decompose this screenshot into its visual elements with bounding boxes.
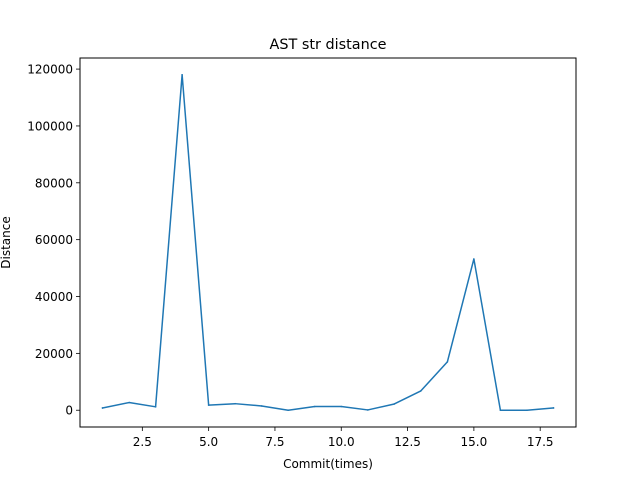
plot-layer (101, 73, 555, 412)
data-point (313, 405, 316, 408)
data-point (473, 258, 475, 260)
series-line-0 (101, 74, 555, 411)
x-tick-label: 7.5 (265, 435, 284, 449)
y-tick-label: 40000 (35, 290, 73, 304)
x-tick-label: 12.5 (394, 435, 421, 449)
data-point (128, 401, 130, 404)
data-point (552, 407, 555, 409)
x-tick-label: 10.0 (328, 435, 355, 449)
data-point (287, 409, 290, 412)
x-axis-label: Commit(times) (283, 457, 373, 471)
y-axis-ticks: 0 20000 40000 60000 80000 100000 120000 (27, 63, 80, 418)
data-point (181, 73, 183, 76)
x-tick-label: 17.5 (527, 435, 554, 449)
data-point (260, 405, 263, 407)
y-tick-label: 60000 (35, 233, 73, 247)
y-axis-label: Distance (0, 216, 13, 268)
y-tick-label: 120000 (27, 63, 73, 77)
data-point (340, 405, 343, 408)
x-axis-ticks: 2.5 5.0 7.5 10.0 12.5 15.0 17.5 (133, 427, 554, 449)
y-tick-label: 100000 (27, 119, 73, 133)
data-point (420, 390, 422, 392)
x-tick-label: 2.5 (133, 435, 152, 449)
data-point (366, 409, 369, 411)
data-point (499, 409, 502, 412)
data-point (446, 361, 449, 363)
y-tick-label: 0 (65, 404, 73, 418)
data-point (154, 406, 157, 408)
data-point (207, 404, 210, 406)
data-point (526, 409, 528, 412)
y-tick-label: 20000 (35, 347, 73, 361)
axes-frame (79, 57, 577, 428)
x-tick-label: 5.0 (199, 435, 218, 449)
x-tick-label: 15.0 (461, 435, 488, 449)
data-point (101, 407, 104, 409)
data-point (234, 402, 236, 405)
chart-title: AST str distance (270, 37, 387, 53)
y-tick-label: 80000 (35, 176, 73, 190)
data-point (393, 403, 396, 405)
